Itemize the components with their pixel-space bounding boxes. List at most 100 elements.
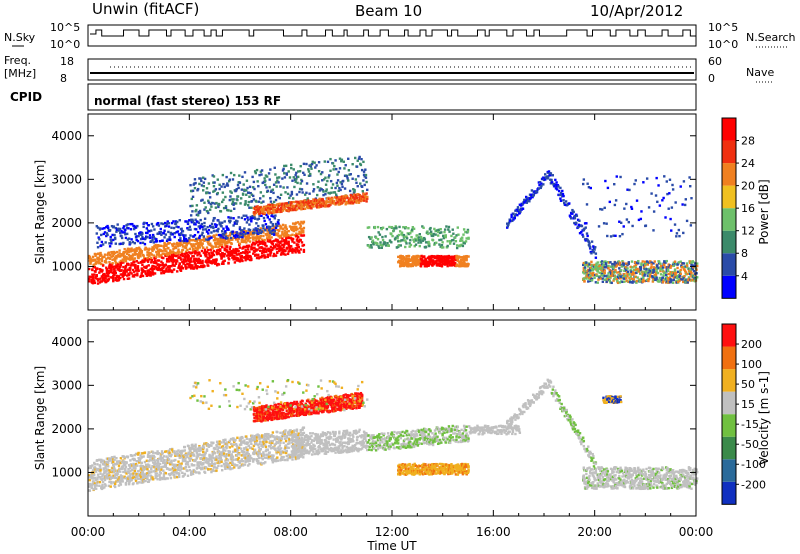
data-cell bbox=[666, 192, 669, 196]
data-cell bbox=[286, 252, 290, 256]
data-cell bbox=[125, 249, 128, 252]
data-cell bbox=[441, 241, 444, 244]
data-cell bbox=[351, 177, 354, 180]
data-cell bbox=[435, 256, 438, 260]
data-cell bbox=[257, 238, 261, 242]
data-cell bbox=[171, 256, 174, 259]
data-cell bbox=[212, 181, 215, 184]
data-cell bbox=[130, 272, 133, 275]
data-cell bbox=[157, 259, 161, 262]
data-cell bbox=[103, 483, 107, 486]
data-cell bbox=[231, 250, 235, 254]
data-cell bbox=[286, 241, 289, 245]
data-cell bbox=[232, 198, 235, 201]
data-cell bbox=[139, 464, 143, 467]
data-cell bbox=[184, 253, 187, 256]
data-cell bbox=[337, 189, 340, 193]
data-cell bbox=[93, 463, 97, 466]
data-cell bbox=[569, 215, 572, 219]
data-cell bbox=[320, 202, 323, 205]
data-cell bbox=[641, 260, 644, 263]
data-cell bbox=[243, 239, 247, 242]
data-cell bbox=[465, 237, 468, 240]
data-cell bbox=[444, 259, 447, 262]
data-cell bbox=[290, 166, 293, 170]
data-cell bbox=[165, 244, 168, 248]
data-cell bbox=[335, 202, 338, 205]
data-cell bbox=[606, 186, 610, 190]
data-cell bbox=[153, 465, 156, 469]
data-cell bbox=[105, 234, 108, 238]
data-cell bbox=[301, 207, 304, 210]
data-cell bbox=[685, 262, 689, 265]
data-cell bbox=[127, 277, 131, 280]
data-cell bbox=[600, 273, 603, 277]
data-cell bbox=[110, 480, 113, 484]
data-cell bbox=[96, 246, 100, 249]
data-cell bbox=[413, 244, 416, 248]
data-cell bbox=[144, 467, 147, 471]
data-cell bbox=[170, 221, 174, 225]
data-cell bbox=[172, 247, 175, 251]
data-cell bbox=[131, 464, 134, 467]
data-cell bbox=[645, 268, 648, 271]
data-cell bbox=[398, 239, 402, 243]
data-cell bbox=[396, 237, 399, 240]
data-cell bbox=[312, 183, 315, 186]
data-cell bbox=[664, 277, 668, 280]
data-cell bbox=[407, 232, 411, 236]
data-cell bbox=[610, 281, 613, 285]
data-cell bbox=[310, 162, 314, 166]
data-cell bbox=[633, 272, 637, 275]
data-cell bbox=[646, 274, 649, 277]
data-cell bbox=[611, 272, 615, 275]
data-cell bbox=[301, 234, 304, 237]
data-cell bbox=[204, 228, 207, 231]
data-cell bbox=[416, 263, 420, 266]
data-cell bbox=[434, 262, 437, 265]
data-cell bbox=[630, 277, 634, 280]
data-cell bbox=[349, 202, 352, 205]
data-cell bbox=[663, 175, 666, 178]
data-cell bbox=[676, 274, 679, 278]
data-cell bbox=[276, 232, 280, 235]
data-cell bbox=[142, 468, 145, 471]
data-cell bbox=[395, 227, 398, 230]
data-cell bbox=[155, 466, 159, 469]
data-cell bbox=[243, 227, 246, 230]
data-cell bbox=[146, 260, 150, 263]
data-cell bbox=[150, 475, 153, 478]
data-cell bbox=[253, 249, 257, 253]
data-cell bbox=[154, 466, 157, 469]
data-cell bbox=[221, 243, 224, 246]
data-cell bbox=[250, 220, 253, 223]
data-cell bbox=[445, 262, 448, 266]
data-cell bbox=[111, 265, 114, 269]
data-cell bbox=[634, 268, 637, 272]
data-cell bbox=[131, 222, 134, 226]
data-cell bbox=[240, 251, 243, 255]
data-cell bbox=[587, 240, 591, 244]
data-cell bbox=[91, 273, 94, 276]
data-cell bbox=[686, 281, 689, 284]
data-cell bbox=[423, 236, 426, 240]
data-cell bbox=[195, 257, 198, 261]
data-cell bbox=[289, 234, 292, 237]
data-cell bbox=[107, 461, 110, 465]
data-cell bbox=[187, 254, 190, 258]
data-cell bbox=[189, 234, 192, 237]
data-cell bbox=[195, 237, 198, 241]
data-cell bbox=[221, 245, 224, 249]
data-cell bbox=[148, 258, 152, 261]
data-cell bbox=[415, 259, 418, 262]
data-cell bbox=[198, 243, 201, 247]
data-cell bbox=[414, 255, 417, 258]
data-cell bbox=[670, 206, 674, 209]
data-cell bbox=[599, 207, 602, 211]
data-cell bbox=[406, 259, 409, 262]
data-cell bbox=[153, 237, 157, 240]
data-cell bbox=[300, 241, 304, 244]
data-cell bbox=[310, 167, 313, 170]
data-cell bbox=[354, 156, 357, 160]
data-cell bbox=[222, 255, 226, 258]
